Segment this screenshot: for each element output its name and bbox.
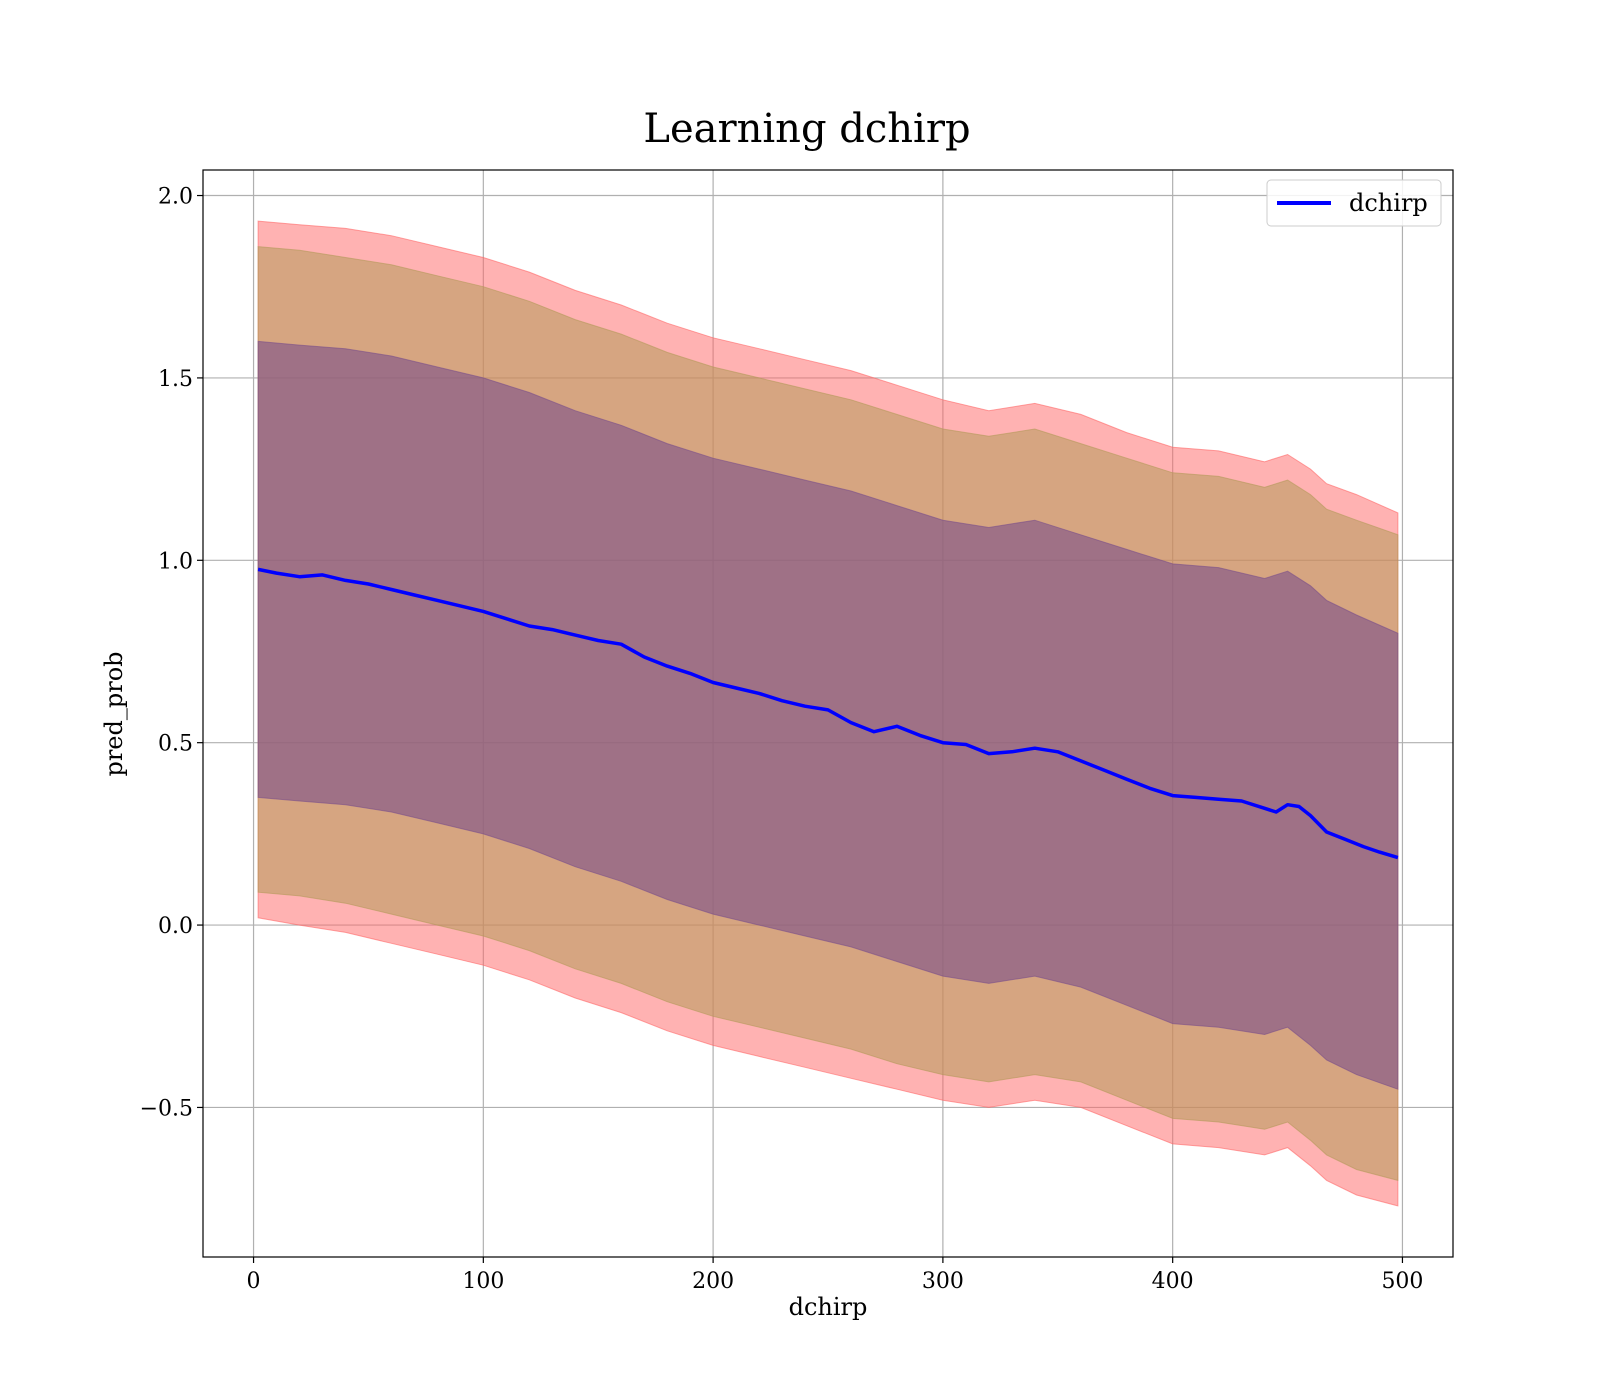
series-lines [257,567,1399,860]
x-tick-label: 0 [247,1269,261,1294]
legend-label: dchirp [1349,189,1428,217]
x-axis-label: dchirp [789,1293,868,1321]
y-tick-label: −0.5 [140,1096,193,1121]
plot-frame [202,169,1454,1258]
legend-box [1266,179,1442,227]
series-line-0 [257,567,1399,860]
x-tick-label: 300 [922,1269,964,1294]
y-axis-ticks: −0.5 0.0 0.5 1.0 1.5 2.0 [140,185,203,1121]
confidence-bands [257,220,1399,1207]
chart-title: Learning dchirp [643,106,970,152]
y-tick-label: 1.5 [158,367,193,392]
y-tick-label: 1.0 [158,549,193,574]
y-axis-label: pred_prob [100,651,128,776]
x-tick-label: 400 [1152,1269,1194,1294]
y-tick-label: 0.5 [158,732,193,757]
y-tick-label: 2.0 [158,185,193,210]
x-tick-label: 500 [1381,1269,1423,1294]
x-tick-label: 200 [692,1269,734,1294]
y-tick-label: 0.0 [158,914,193,939]
x-axis-ticks: 0 100 200 300 400 500 [247,1257,1423,1294]
band-area-2 [257,340,1399,1090]
legend: dchirp [1266,179,1442,227]
x-tick-label: 100 [462,1269,504,1294]
